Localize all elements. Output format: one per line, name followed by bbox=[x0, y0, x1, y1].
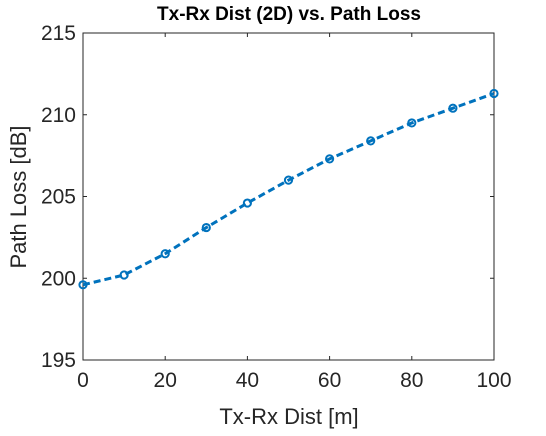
series-group bbox=[78, 88, 499, 290]
axis-ticks: 0 20 40 60 80 100 195 200 205 210 215 bbox=[41, 22, 512, 392]
y-tick-label: 215 bbox=[41, 22, 76, 45]
series-line bbox=[82, 92, 495, 287]
data-point bbox=[489, 88, 499, 99]
chart-title: Tx-Rx Dist (2D) vs. Path Loss bbox=[157, 4, 421, 25]
y-tick-label: 195 bbox=[41, 349, 76, 372]
data-point bbox=[283, 175, 294, 185]
x-tick-label: 80 bbox=[400, 369, 423, 392]
x-tick-label: 20 bbox=[154, 369, 177, 392]
data-point bbox=[78, 280, 88, 290]
y-tick-label: 205 bbox=[41, 186, 76, 209]
data-point bbox=[325, 154, 335, 164]
y-axis-label: Path Loss [dB] bbox=[6, 125, 31, 268]
data-point bbox=[407, 118, 417, 128]
x-tick-label: 0 bbox=[77, 369, 89, 392]
data-point bbox=[160, 249, 170, 259]
data-point bbox=[242, 198, 252, 208]
x-tick-label: 40 bbox=[236, 369, 259, 392]
y-tick-label: 210 bbox=[41, 104, 76, 127]
data-point bbox=[201, 222, 211, 233]
plot-area bbox=[82, 32, 495, 361]
x-tick-label: 60 bbox=[318, 369, 341, 392]
y-tick-label: 200 bbox=[41, 267, 76, 290]
x-axis-label: Tx-Rx Dist [m] bbox=[219, 404, 358, 429]
data-point bbox=[448, 103, 458, 113]
x-tick-label: 100 bbox=[476, 369, 511, 392]
data-point bbox=[366, 136, 376, 146]
data-point bbox=[119, 270, 129, 280]
